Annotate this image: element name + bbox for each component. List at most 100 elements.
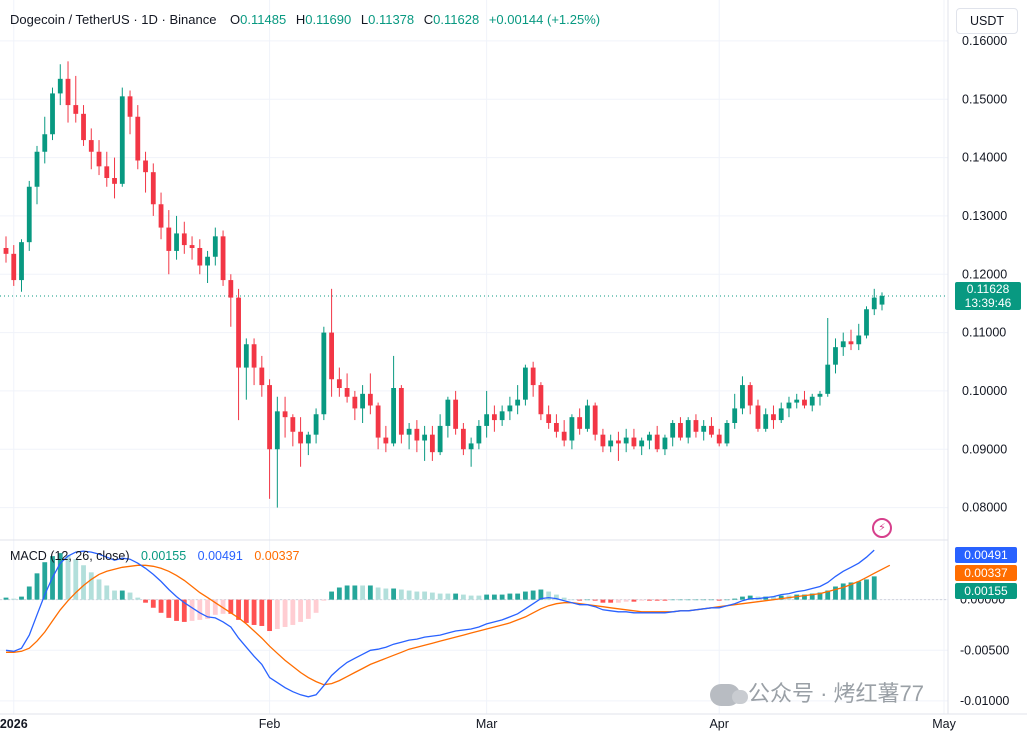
candle-body[interactable] [522,367,528,400]
candle-body[interactable] [670,423,676,438]
candle-body[interactable] [282,411,288,418]
candle-body[interactable] [724,423,730,444]
candle-body[interactable] [716,434,722,444]
candle-body[interactable] [166,227,172,251]
candle-body[interactable] [104,166,110,178]
candle-body[interactable] [352,396,358,409]
candle-body[interactable] [212,236,218,257]
candle-body[interactable] [329,332,334,380]
candle-body[interactable] [763,414,769,429]
candle-body[interactable] [383,437,389,444]
candle-body[interactable] [515,399,521,406]
candle-body[interactable] [19,242,24,281]
candle-body[interactable] [181,233,187,246]
candle-body[interactable] [484,414,490,426]
candle-body[interactable] [143,160,148,173]
candle-body[interactable] [81,113,86,141]
candle-body[interactable] [57,78,63,94]
candle-body[interactable] [678,423,683,438]
candle-body[interactable] [833,347,838,365]
candle-body[interactable] [398,388,404,435]
macd-legend[interactable]: MACD (12, 26, close) 0.00155 0.00491 0.0… [10,549,300,563]
candle-body[interactable] [259,367,265,386]
candle-body[interactable] [251,344,257,368]
candle-body[interactable] [88,140,94,152]
candle-body[interactable] [34,151,40,187]
candle-body[interactable] [856,335,862,345]
candle-body[interactable] [740,385,745,409]
candle-body[interactable] [647,434,652,441]
candle-body[interactable] [585,405,590,429]
candle-body[interactable] [135,116,141,161]
candle-body[interactable] [817,393,823,397]
candle-body[interactable] [96,151,102,167]
candle-body[interactable] [112,178,117,184]
candle-body[interactable] [491,414,497,421]
candle-body[interactable] [561,431,567,441]
candle-body[interactable] [701,425,707,432]
candle-body[interactable] [809,396,815,406]
candle-body[interactable] [476,425,482,444]
candle-body[interactable] [693,420,699,432]
candle-body[interactable] [391,388,397,444]
candle-body[interactable] [840,341,846,348]
candle-body[interactable] [437,425,443,453]
candle-body[interactable] [158,204,164,228]
candle-body[interactable] [367,393,373,406]
candle-body[interactable] [360,393,366,409]
candle-body[interactable] [445,399,451,426]
candle-body[interactable] [65,78,71,106]
candle-body[interactable] [771,414,776,421]
symbol-title[interactable]: Dogecoin / TetherUS · 1D · Binance [10,12,217,27]
candle-body[interactable] [802,399,807,406]
candle-body[interactable] [422,434,428,441]
candle-body[interactable] [786,402,792,409]
candle-body[interactable] [569,417,575,441]
candle-body[interactable] [685,420,691,438]
candle-body[interactable] [778,408,784,421]
candle-body[interactable] [336,379,342,388]
candle-body[interactable] [344,388,350,397]
candle-body[interactable] [864,309,869,336]
candle-body[interactable] [205,256,210,266]
candle-body[interactable] [50,93,55,135]
candle-body[interactable] [879,295,885,305]
candle-body[interactable] [794,399,800,403]
candle-body[interactable] [406,428,412,435]
candle-body[interactable] [174,233,179,251]
candle-body[interactable] [654,434,660,450]
candle-body[interactable] [26,186,32,243]
candle-body[interactable] [298,431,303,444]
candle-body[interactable] [243,344,249,368]
candle-body[interactable] [127,96,133,117]
candle-body[interactable] [662,437,668,450]
candle-body[interactable] [546,414,552,423]
candle-body[interactable] [848,341,854,345]
candle-body[interactable] [11,253,17,281]
candle-body[interactable] [3,248,9,254]
candle-body[interactable] [709,425,714,435]
flash-icon[interactable]: ⚡ [872,518,892,538]
candle-body[interactable] [460,428,466,450]
candle-body[interactable] [631,437,637,447]
macd-pane[interactable] [0,549,948,698]
candle-body[interactable] [274,411,280,450]
candle-body[interactable] [755,405,761,429]
candle-body[interactable] [530,367,536,386]
candle-body[interactable] [305,434,311,444]
candle-body[interactable] [577,417,583,429]
candle-body[interactable] [42,134,48,152]
price-pane[interactable] [0,61,948,508]
candle-body[interactable] [871,297,877,310]
candle-body[interactable] [150,172,156,205]
candle-body[interactable] [453,399,459,429]
candle-body[interactable] [228,280,234,298]
candle-body[interactable] [554,423,559,432]
candle-body[interactable] [592,405,598,435]
candle-body[interactable] [608,440,614,447]
candle-body[interactable] [429,434,435,453]
candle-body[interactable] [623,437,629,444]
candle-body[interactable] [313,414,319,435]
candle-body[interactable] [73,105,79,114]
